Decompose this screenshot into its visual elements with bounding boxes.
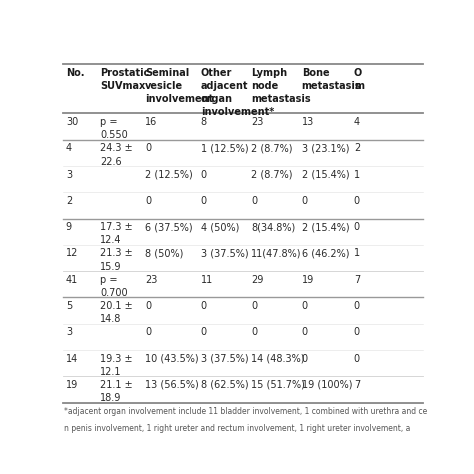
Text: 3: 3 bbox=[66, 170, 72, 180]
Text: 2 (8.7%): 2 (8.7%) bbox=[251, 170, 293, 180]
Text: 7: 7 bbox=[354, 275, 360, 285]
Text: 3 (37.5%): 3 (37.5%) bbox=[201, 354, 248, 364]
Text: 19.3 ±
12.1: 19.3 ± 12.1 bbox=[100, 354, 133, 377]
Text: 8(34.8%): 8(34.8%) bbox=[251, 222, 295, 232]
Text: 0: 0 bbox=[354, 354, 360, 364]
Text: 3: 3 bbox=[66, 328, 72, 337]
Text: 2 (12.5%): 2 (12.5%) bbox=[145, 170, 193, 180]
Text: 2 (15.4%): 2 (15.4%) bbox=[301, 222, 349, 232]
Text: 0: 0 bbox=[354, 196, 360, 206]
Text: 8 (62.5%): 8 (62.5%) bbox=[201, 380, 248, 390]
Text: 0: 0 bbox=[251, 328, 257, 337]
Text: 23: 23 bbox=[251, 117, 264, 127]
Text: 4: 4 bbox=[66, 143, 72, 154]
Text: 0: 0 bbox=[201, 170, 207, 180]
Text: O
m: O m bbox=[354, 68, 364, 91]
Text: 41: 41 bbox=[66, 275, 78, 285]
Text: 2 (8.7%): 2 (8.7%) bbox=[251, 143, 293, 154]
Text: 0: 0 bbox=[145, 328, 151, 337]
Text: 0: 0 bbox=[301, 354, 308, 364]
Text: 21.1 ±
18.9: 21.1 ± 18.9 bbox=[100, 380, 133, 403]
Text: Prostatic
SUVmax: Prostatic SUVmax bbox=[100, 68, 149, 91]
Text: 4 (50%): 4 (50%) bbox=[201, 222, 239, 232]
Text: 0: 0 bbox=[145, 143, 151, 154]
Text: 0: 0 bbox=[145, 301, 151, 311]
Text: 14 (48.3%): 14 (48.3%) bbox=[251, 354, 305, 364]
Text: 11(47.8%): 11(47.8%) bbox=[251, 248, 302, 258]
Text: Other
adjacent
organ
involvement*: Other adjacent organ involvement* bbox=[201, 68, 274, 118]
Text: 6 (46.2%): 6 (46.2%) bbox=[301, 248, 349, 258]
Text: 30: 30 bbox=[66, 117, 78, 127]
Text: 11: 11 bbox=[201, 275, 213, 285]
Text: 0: 0 bbox=[354, 222, 360, 232]
Text: 7: 7 bbox=[354, 380, 360, 390]
Text: 0: 0 bbox=[354, 301, 360, 311]
Text: 2: 2 bbox=[66, 196, 72, 206]
Text: 29: 29 bbox=[251, 275, 264, 285]
Text: 3 (37.5%): 3 (37.5%) bbox=[201, 248, 248, 258]
Text: 1 (12.5%): 1 (12.5%) bbox=[201, 143, 248, 154]
Text: 0: 0 bbox=[301, 196, 308, 206]
Text: 15 (51.7%): 15 (51.7%) bbox=[251, 380, 305, 390]
Text: 12: 12 bbox=[66, 248, 78, 258]
Text: 5: 5 bbox=[66, 301, 72, 311]
Text: 8: 8 bbox=[201, 117, 207, 127]
Text: 0: 0 bbox=[251, 301, 257, 311]
Text: n penis involvement, 1 right ureter and rectum involvement, 1 right ureter invol: n penis involvement, 1 right ureter and … bbox=[64, 424, 410, 433]
Text: 2: 2 bbox=[354, 143, 360, 154]
Text: No.: No. bbox=[66, 68, 84, 78]
Text: 16: 16 bbox=[145, 117, 157, 127]
Text: 19: 19 bbox=[66, 380, 78, 390]
Text: 13: 13 bbox=[301, 117, 314, 127]
Text: 24.3 ±
22.6: 24.3 ± 22.6 bbox=[100, 143, 133, 166]
Text: 0: 0 bbox=[145, 196, 151, 206]
Text: 13 (56.5%): 13 (56.5%) bbox=[145, 380, 199, 390]
Text: 14: 14 bbox=[66, 354, 78, 364]
Text: 10 (43.5%): 10 (43.5%) bbox=[145, 354, 199, 364]
Text: 9: 9 bbox=[66, 222, 72, 232]
Text: *adjacent organ involvement include 11 bladder involvement, 1 combined with uret: *adjacent organ involvement include 11 b… bbox=[64, 407, 427, 416]
Text: 21.3 ±
15.9: 21.3 ± 15.9 bbox=[100, 248, 133, 272]
Text: 0: 0 bbox=[301, 301, 308, 311]
Text: 19: 19 bbox=[301, 275, 314, 285]
Text: Lymph
node
metastasis: Lymph node metastasis bbox=[251, 68, 311, 104]
Text: p =
0.550: p = 0.550 bbox=[100, 117, 128, 140]
Text: 8 (50%): 8 (50%) bbox=[145, 248, 183, 258]
Text: 23: 23 bbox=[145, 275, 157, 285]
Text: Bone
metastasis: Bone metastasis bbox=[301, 68, 361, 91]
Text: 0: 0 bbox=[354, 328, 360, 337]
Text: 6 (37.5%): 6 (37.5%) bbox=[145, 222, 193, 232]
Text: p =
0.700: p = 0.700 bbox=[100, 275, 128, 298]
Text: 0: 0 bbox=[301, 328, 308, 337]
Text: 20.1 ±
14.8: 20.1 ± 14.8 bbox=[100, 301, 133, 324]
Text: 0: 0 bbox=[201, 301, 207, 311]
Text: 1: 1 bbox=[354, 170, 360, 180]
Text: 2 (15.4%): 2 (15.4%) bbox=[301, 170, 349, 180]
Text: 0: 0 bbox=[251, 196, 257, 206]
Text: 4: 4 bbox=[354, 117, 360, 127]
Text: 1: 1 bbox=[354, 248, 360, 258]
Text: 17.3 ±
12.4: 17.3 ± 12.4 bbox=[100, 222, 133, 246]
Text: 19 (100%): 19 (100%) bbox=[301, 380, 352, 390]
Text: Seminal
vesicle
involvement: Seminal vesicle involvement bbox=[145, 68, 213, 104]
Text: 3 (23.1%): 3 (23.1%) bbox=[301, 143, 349, 154]
Text: 0: 0 bbox=[201, 328, 207, 337]
Text: 0: 0 bbox=[201, 196, 207, 206]
